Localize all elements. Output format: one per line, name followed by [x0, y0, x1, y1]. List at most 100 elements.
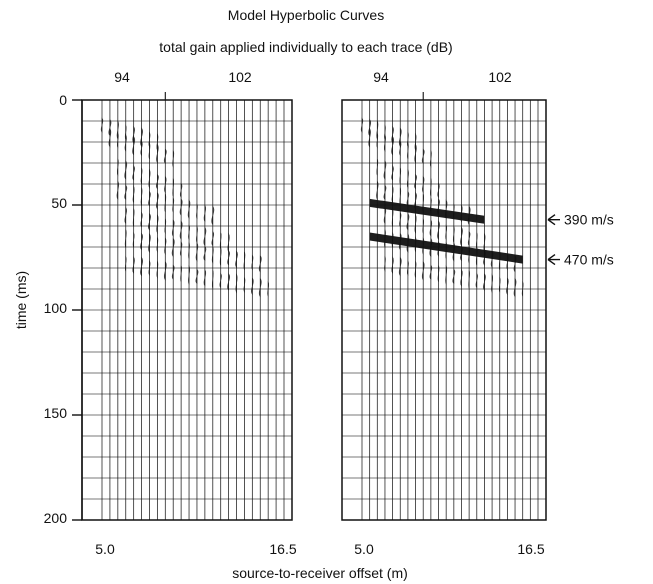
right-wavelet-mark: [391, 256, 394, 275]
right-event-band-0: [369, 198, 485, 224]
right-wavelet-mark: [407, 142, 409, 160]
left-wavelet-mark: [164, 237, 167, 255]
left-wavelet-mark: [219, 247, 222, 266]
left-wavelet-mark: [124, 184, 128, 201]
left-wavelet-mark: [164, 193, 167, 213]
left-wavelet-mark: [196, 203, 198, 220]
left-wavelet-mark: [219, 272, 222, 289]
left-wavelet-mark: [179, 198, 183, 216]
right-wavelet-mark: [406, 168, 409, 189]
chart-title: Model Hyperbolic Curves: [228, 7, 384, 23]
right-wavelet-mark: [384, 255, 386, 272]
left-wavelet-mark: [251, 277, 254, 295]
left-wavelet-mark: [195, 225, 198, 244]
left-wavelet-mark: [227, 232, 230, 253]
left-wavelet-mark: [203, 204, 207, 223]
left-wavelet-mark: [148, 233, 151, 253]
left-wavelet-mark: [179, 220, 183, 241]
left-wavelet-mark: [227, 250, 230, 266]
left-wavelet-mark: [156, 213, 159, 234]
right-wavelet-mark: [460, 268, 463, 287]
left-x-tick-5: 5.0: [95, 541, 115, 557]
left-wavelet-mark: [195, 242, 199, 262]
right-x-tick-16-5: 16.5: [517, 541, 544, 557]
left-x-tick-16-5: 16.5: [269, 541, 296, 557]
right-wavelet-mark: [406, 213, 410, 231]
right-wavelet-mark: [437, 182, 440, 199]
left-wavelet-mark: [171, 219, 175, 237]
left-wavelet-mark: [116, 132, 119, 149]
left-wavelet-mark: [188, 264, 191, 286]
left-wavelet-mark: [187, 199, 191, 220]
left-top-gain-102: 102: [228, 69, 252, 85]
left-wavelet-mark: [140, 232, 143, 251]
left-panel: [81, 92, 293, 521]
right-wavelet-mark: [483, 273, 486, 291]
left-wavelet-mark: [156, 192, 159, 210]
y-tick-100: 100: [44, 300, 68, 316]
right-wavelet-mark: [445, 264, 448, 286]
right-wavelet-mark: [521, 280, 524, 298]
right-wavelet-mark: [368, 127, 371, 148]
y-tick-0: 0: [59, 92, 67, 108]
right-event-arrow-1: [547, 254, 560, 266]
left-wavelet-mark: [100, 117, 104, 134]
left-wavelet-mark: [124, 160, 128, 180]
left-top-gain-94: 94: [114, 69, 130, 85]
right-wavelet-mark: [467, 230, 471, 247]
right-wavelet-mark: [383, 206, 387, 225]
right-wavelet-mark: [437, 265, 440, 282]
y-tick-200: 200: [44, 510, 68, 526]
right-wavelet-mark: [483, 232, 486, 253]
right-wavelet-mark: [376, 180, 379, 201]
right-wavelet-mark: [398, 256, 402, 277]
right-event-label-0: 390 m/s: [564, 212, 614, 228]
left-wavelet-mark: [124, 206, 127, 225]
right-top-gain-102: 102: [488, 69, 512, 85]
left-wavelet-mark: [156, 143, 159, 164]
left-wavelet-mark: [211, 245, 214, 264]
right-x-tick-5: 5.0: [354, 541, 374, 557]
left-wavelet-mark: [140, 256, 143, 277]
left-wavelet-mark: [227, 273, 231, 291]
right-wavelet-mark: [437, 220, 440, 241]
left-wavelet-mark: [203, 245, 207, 262]
left-wavelet-mark: [195, 268, 199, 285]
right-wavelet-mark: [399, 211, 402, 228]
left-wavelet-mark: [172, 197, 175, 213]
left-wavelet-mark: [172, 178, 175, 197]
left-wavelet-mark: [163, 260, 167, 281]
right-wavelet-mark: [406, 190, 410, 207]
left-wavelet-mark: [124, 134, 127, 152]
x-axis-label: source-to-receiver offset (m): [232, 565, 408, 581]
left-wavelet-mark: [132, 256, 135, 275]
left-wavelet-mark: [180, 265, 183, 282]
right-wavelet-mark: [445, 224, 448, 241]
left-wavelet-mark: [116, 180, 120, 201]
right-wavelet-mark: [399, 167, 402, 185]
right-wavelet-mark: [391, 185, 394, 204]
left-wavelet-mark: [164, 217, 167, 235]
right-event-band-1: [369, 232, 523, 264]
right-wavelet-mark: [422, 175, 425, 194]
right-wavelet-mark: [475, 232, 478, 249]
right-wavelet-mark: [421, 260, 425, 281]
right-wavelet-mark: [460, 226, 463, 247]
right-wavelet-mark: [430, 178, 432, 197]
left-wavelet-mark: [148, 260, 151, 276]
right-wavelet-mark: [452, 225, 455, 244]
right-wavelet-mark: [376, 159, 379, 176]
left-wavelet-mark: [155, 173, 159, 190]
left-wavelet-mark: [124, 255, 127, 272]
right-event-label-1: 470 m/s: [564, 252, 614, 268]
left-wavelet-mark: [235, 250, 238, 269]
right-wavelet-mark: [475, 272, 478, 289]
right-wavelet-mark: [383, 160, 387, 180]
left-wavelet-mark: [140, 211, 143, 228]
right-event-arrow-0: [547, 214, 560, 226]
right-wavelet-mark: [429, 219, 433, 237]
left-wavelet-mark: [203, 268, 207, 287]
left-wavelet-mark: [132, 232, 135, 249]
chart-subtitle: total gain applied individually to each …: [159, 39, 452, 55]
